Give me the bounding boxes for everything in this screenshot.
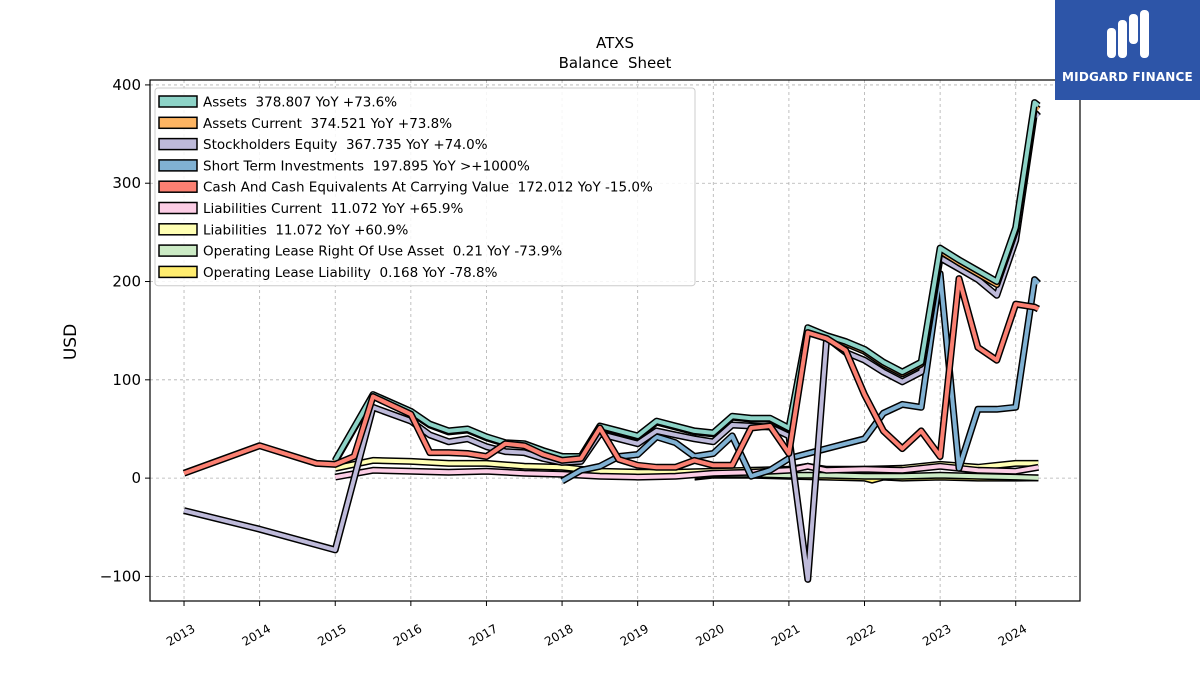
plot-frame xyxy=(149,79,1081,602)
legend-swatch xyxy=(158,201,198,215)
y-tick-label: 200 xyxy=(112,273,141,291)
legend-item: Operating Lease Right Of Use Asset 0.21 … xyxy=(158,244,562,260)
x-tick-label: 2017 xyxy=(467,621,500,648)
series-stroke xyxy=(561,271,1040,483)
series-line-3 xyxy=(560,270,1041,485)
series-stroke xyxy=(334,464,1039,480)
legend-label: Cash And Cash Equivalents At Carrying Va… xyxy=(203,180,653,196)
y-tick-label: 0 xyxy=(131,469,141,487)
legend-swatch xyxy=(158,116,198,130)
x-tick-label: 2021 xyxy=(769,621,802,648)
brand-name: MIDGARD FINANCE xyxy=(1062,70,1193,84)
legend-swatch xyxy=(158,137,198,151)
chart-title: ATXS xyxy=(596,34,634,52)
legend-label: Operating Lease Liability 0.168 YoY -78.… xyxy=(203,265,498,281)
legend-item: Stockholders Equity 367.735 YoY +74.0% xyxy=(158,137,488,153)
legend-swatch xyxy=(158,95,198,108)
brand-logo: MIDGARD FINANCE xyxy=(1055,0,1200,100)
legend: Assets 378.807 YoY +73.6% Assets Current … xyxy=(154,87,696,287)
legend-label: Liabilities 11.072 YoY +60.9% xyxy=(203,222,408,238)
series-line-5 xyxy=(334,462,1039,481)
x-tick-label: 2013 xyxy=(164,621,197,648)
series-line-4 xyxy=(182,275,1040,477)
legend-swatch xyxy=(158,180,198,193)
legend-item: Liabilities 11.072 YoY +60.9% xyxy=(158,222,408,238)
x-tick-label: 2022 xyxy=(845,621,878,648)
legend-item: Liabilities Current 11.072 YoY +65.9% xyxy=(158,201,463,217)
x-tick-label: 2014 xyxy=(240,621,273,648)
y-tick-label: 100 xyxy=(112,371,141,389)
legend-item: Short Term Investments 197.895 YoY >+100… xyxy=(158,158,530,174)
series-stroke xyxy=(333,100,1040,462)
x-tick-label: 2024 xyxy=(996,621,1029,648)
legend-swatch xyxy=(158,223,198,236)
series-stroke xyxy=(183,276,1040,476)
x-tick-label: 2018 xyxy=(542,621,575,648)
legend-item: Assets 378.807 YoY +73.6% xyxy=(158,95,397,111)
legend-swatch xyxy=(158,244,198,257)
legend-box xyxy=(154,87,696,287)
y-tick-label: 300 xyxy=(112,174,141,192)
midgard-logo-icon xyxy=(1107,10,1149,58)
legend-item: Cash And Cash Equivalents At Carrying Va… xyxy=(158,180,653,196)
legend-label: Liabilities Current 11.072 YoY +65.9% xyxy=(203,201,463,217)
y-axis-label: USD xyxy=(61,324,81,360)
series-layer xyxy=(182,99,1041,583)
series-line-0 xyxy=(332,99,1041,463)
y-tick-label: 400 xyxy=(112,76,141,94)
legend-label: Short Term Investments 197.895 YoY >+100… xyxy=(203,158,530,174)
legend-label: Operating Lease Right Of Use Asset 0.21 … xyxy=(203,244,562,260)
chart-subtitle: Balance Sheet xyxy=(559,54,672,72)
y-tick-label: −100 xyxy=(100,567,141,585)
x-tick-label: 2020 xyxy=(693,621,726,648)
x-tick-label: 2019 xyxy=(618,621,651,648)
legend-item: Operating Lease Liability 0.168 YoY -78.… xyxy=(158,265,498,281)
legend-swatch xyxy=(158,265,198,279)
legend-label: Stockholders Equity 367.735 YoY +74.0% xyxy=(203,137,488,153)
x-tick-label: 2015 xyxy=(315,621,348,648)
legend-swatch xyxy=(158,159,198,172)
legend-item: Assets Current 374.521 YoY +73.8% xyxy=(158,116,452,132)
x-tick-label: 2023 xyxy=(920,621,953,648)
legend-label: Assets Current 374.521 YoY +73.8% xyxy=(203,116,452,132)
axes-layer xyxy=(149,79,1081,602)
x-tick-label: 2016 xyxy=(391,621,424,648)
legend-label: Assets 378.807 YoY +73.6% xyxy=(203,95,397,111)
